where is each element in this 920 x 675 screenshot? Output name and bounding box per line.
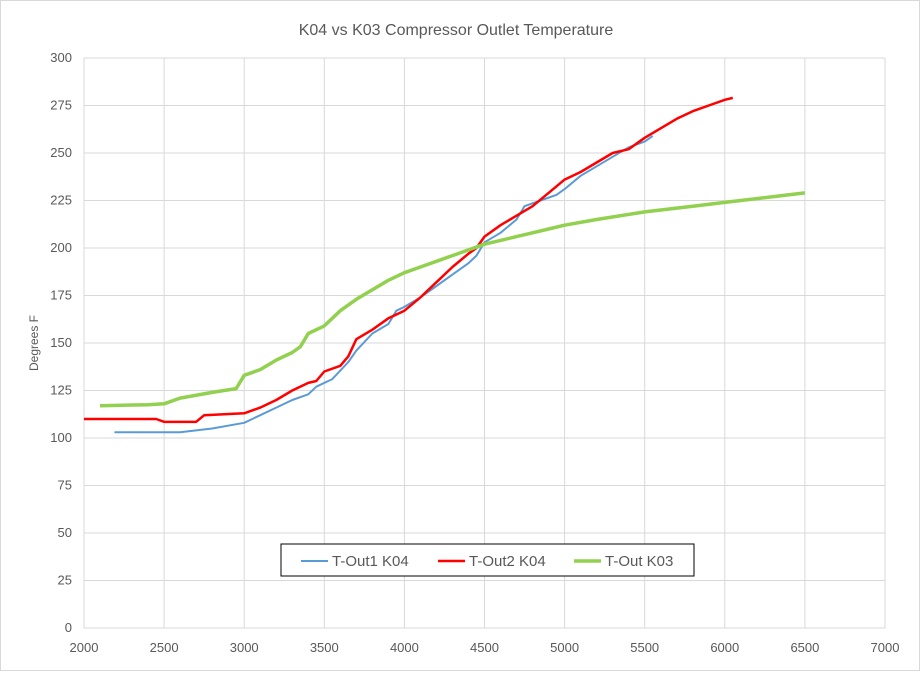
y-tick-label: 225 xyxy=(50,193,72,208)
series-line-t-out-k03 xyxy=(99,191,806,408)
y-tick-label: 150 xyxy=(50,335,72,350)
y-tick-label: 300 xyxy=(50,50,72,65)
x-tick-label: 3500 xyxy=(310,640,339,655)
chart-title: K04 vs K03 Compressor Outlet Temperature xyxy=(299,22,614,39)
x-tick-label: 4000 xyxy=(390,640,419,655)
x-tick-label: 5000 xyxy=(550,640,579,655)
legend-label: T-Out1 K04 xyxy=(332,553,409,570)
x-tick-label: 2500 xyxy=(150,640,179,655)
legend: T-Out1 K04 T-Out2 K04 T-Out K03 xyxy=(280,543,695,577)
y-tick-label: 250 xyxy=(50,145,72,160)
series-line-t-out2-k04 xyxy=(84,96,734,424)
y-tick-label: 75 xyxy=(58,478,72,493)
legend-label: T-Out2 K04 xyxy=(469,553,546,570)
x-tick-label: 6500 xyxy=(790,640,819,655)
x-tick-label: 7000 xyxy=(871,640,900,655)
x-tick-label: 5500 xyxy=(630,640,659,655)
x-tick-label: 6000 xyxy=(710,640,739,655)
y-tick-label: 50 xyxy=(58,525,72,540)
y-tick-label: 275 xyxy=(50,98,72,113)
y-tick-label: 100 xyxy=(50,430,72,445)
y-tick-label: 125 xyxy=(50,383,72,398)
legend-label: T-Out K03 xyxy=(605,553,673,570)
y-tick-label: 25 xyxy=(58,573,72,588)
series-line-t-out1-k04 xyxy=(114,135,654,434)
x-tick-label: 4500 xyxy=(470,640,499,655)
y-tick-label: 175 xyxy=(50,288,72,303)
y-axis-label: Degrees F xyxy=(27,315,41,371)
x-tick-label: 3000 xyxy=(230,640,259,655)
y-tick-label: 0 xyxy=(65,620,72,635)
y-tick-label: 200 xyxy=(50,240,72,255)
x-tick-label: 2000 xyxy=(70,640,99,655)
